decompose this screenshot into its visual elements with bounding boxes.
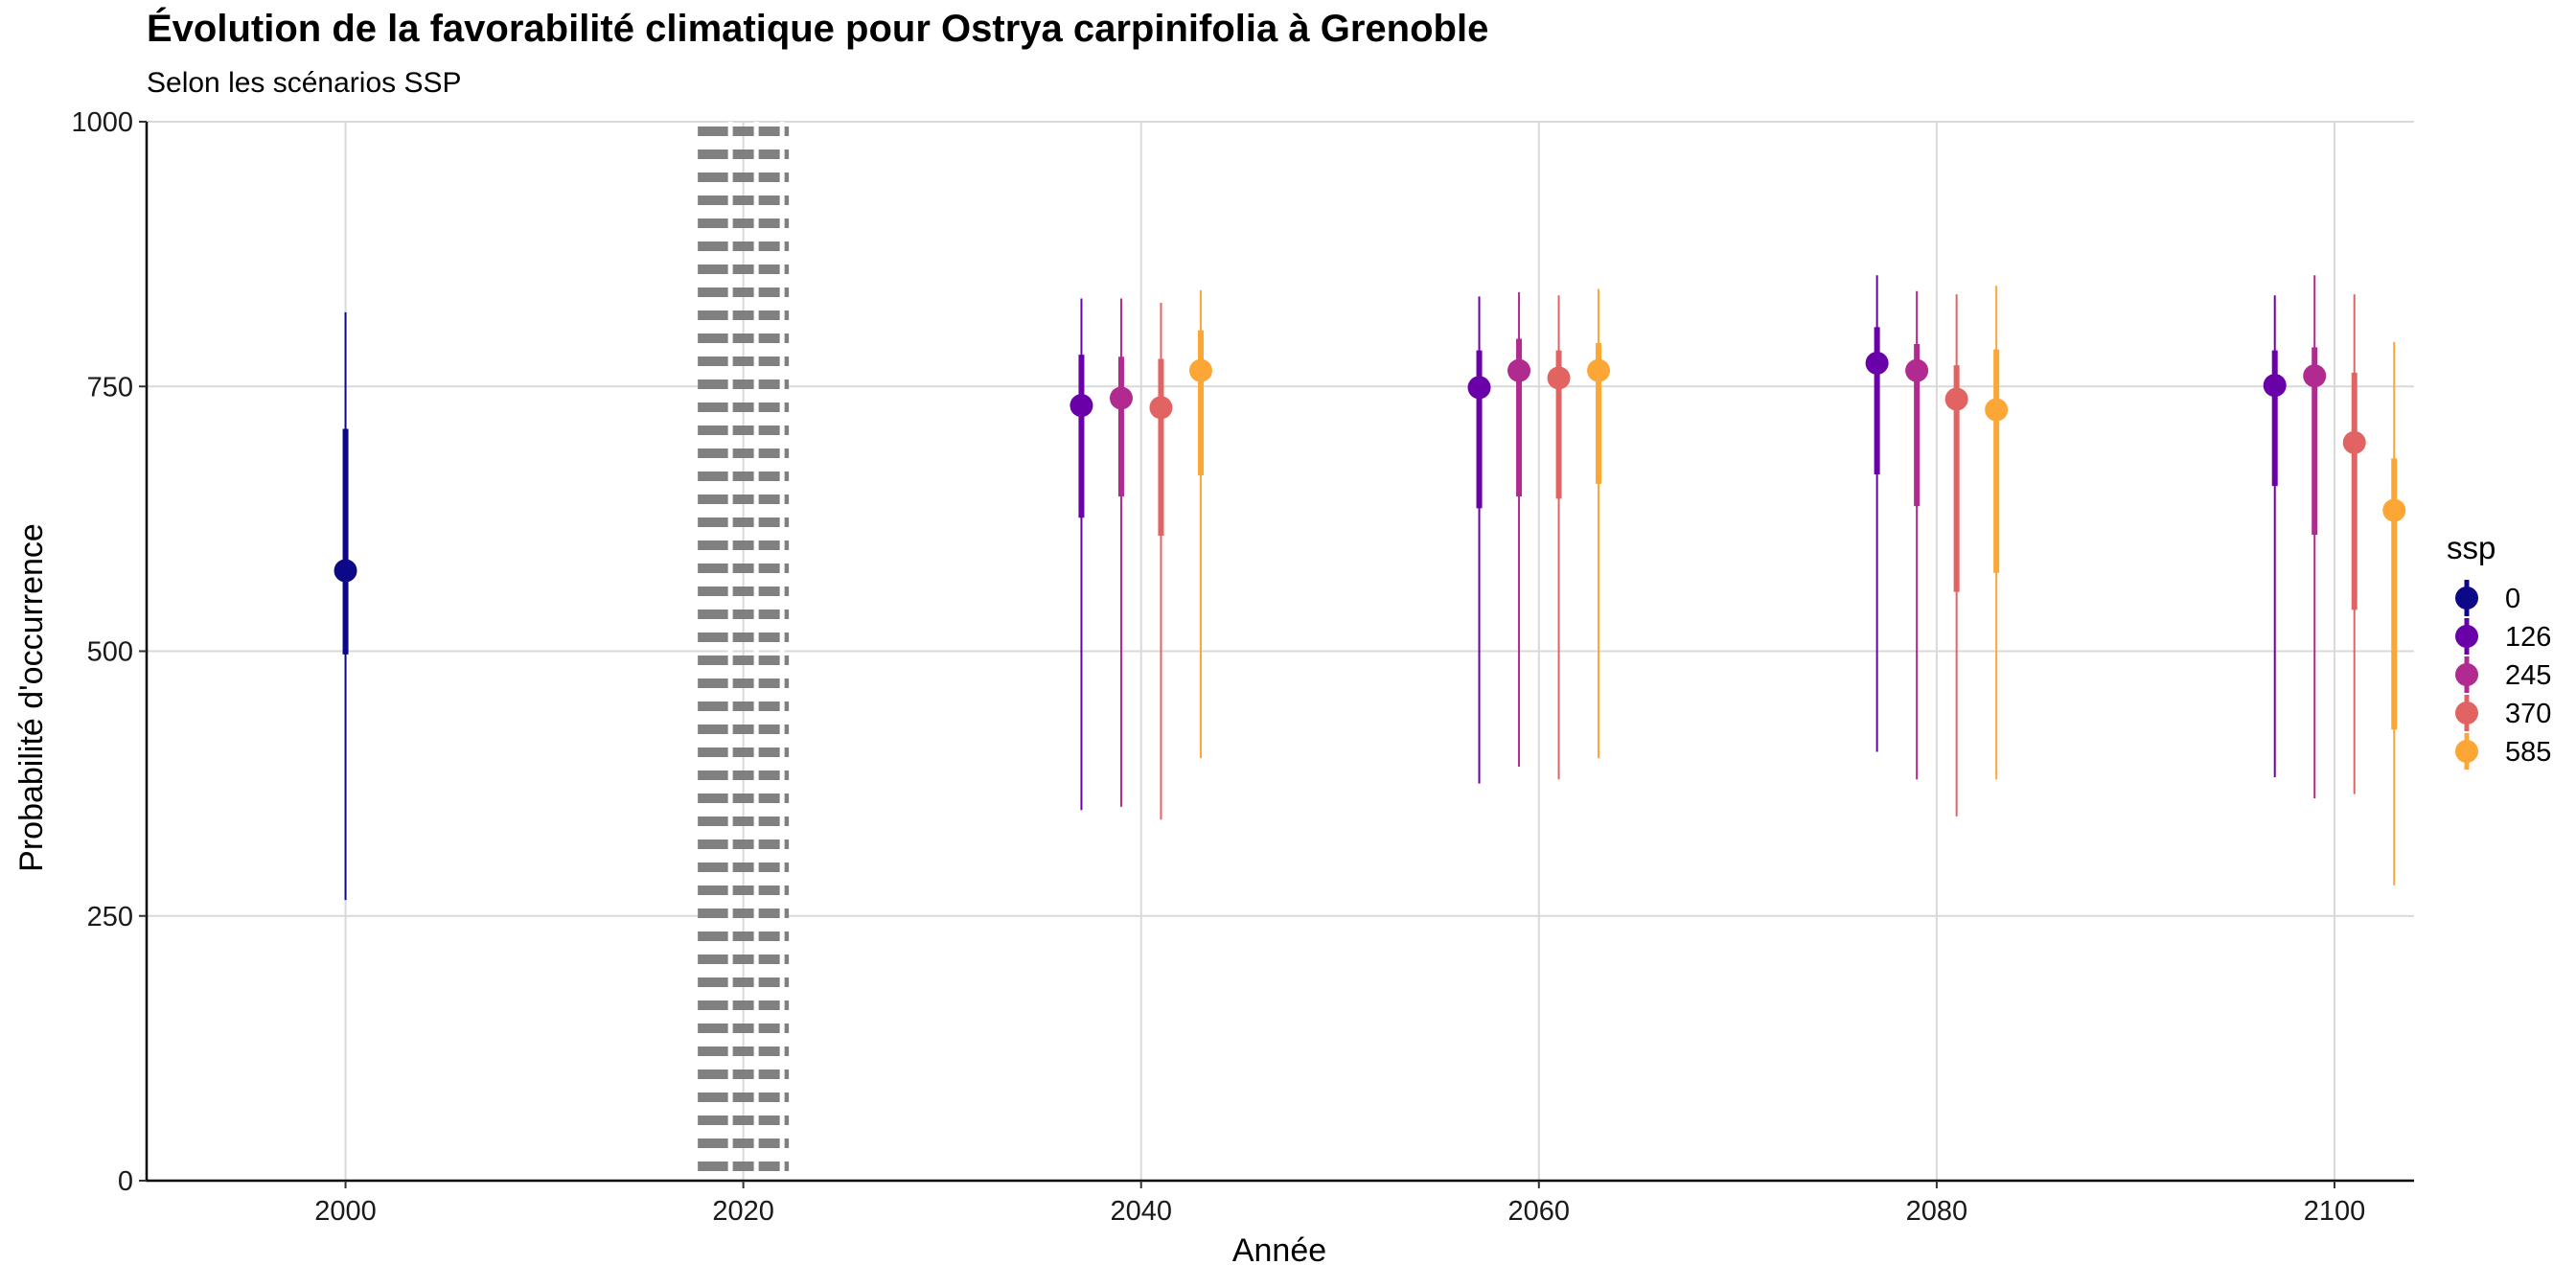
legend-key-point [2455,740,2478,763]
chart-subtitle: Selon les scénarios SSP [147,67,462,99]
data-point [2303,364,2327,388]
x-tick-label: 2020 [712,1196,774,1227]
y-tick-label: 1000 [71,107,133,138]
legend-key-point [2455,702,2478,724]
data-point [1109,386,1133,410]
legend-key-point [2455,586,2478,610]
legend-item: 245 [2455,656,2551,693]
data-point [1905,358,1929,382]
data-point [2382,498,2406,522]
data-point [1587,358,1611,382]
data-point [2263,374,2287,398]
legend-key-point [2455,663,2478,686]
data-point [1467,376,1491,400]
reference-line-layer [698,122,790,1181]
y-tick-label: 250 [87,902,133,932]
legend-label: 245 [2505,660,2551,691]
data-point [1985,398,2009,422]
legend-label: 585 [2505,737,2551,768]
data-point [1507,358,1531,382]
data-point [2342,430,2366,454]
x-tick-label: 2060 [1508,1196,1571,1227]
chart-title: Évolution de la favorabilité climatique … [147,8,1489,50]
y-axis-title: Probabilité d'occurrence [13,523,50,872]
x-tick-label: 2040 [1110,1196,1172,1227]
data-point [1070,394,1093,418]
legend-key-point [2455,625,2478,648]
x-axis-title: Année [1232,1232,1326,1269]
legend: ssp 0 126 245 370 585 [2447,530,2551,770]
legend-item: 370 [2455,695,2551,731]
y-tick-label: 500 [87,637,133,668]
legend-item: 126 [2455,618,2551,655]
x-tick-label: 2000 [314,1196,377,1227]
legend-title: ssp [2447,530,2496,565]
legend-label: 0 [2505,584,2520,614]
data-point [1188,358,1212,382]
legend-label: 126 [2505,622,2551,653]
grid-layer [147,121,2414,1182]
data-point [1944,387,1968,411]
data-point [1865,351,1889,375]
legend-item: 585 [2455,733,2551,770]
data-point [1149,396,1173,420]
data-point [1547,366,1571,390]
marks-layer [334,275,2406,901]
legend-label: 370 [2505,699,2551,729]
legend-item: 0 [2455,580,2520,616]
y-tick-label: 0 [118,1166,133,1197]
x-tick-label: 2080 [1906,1196,1968,1227]
y-tick-label: 750 [87,372,133,402]
axes-layer: 0 250 500 750 1000 2000 2020 2040 2060 2080 2100 [71,107,2414,1227]
x-tick-label: 2100 [2304,1196,2366,1227]
data-point [334,559,357,583]
